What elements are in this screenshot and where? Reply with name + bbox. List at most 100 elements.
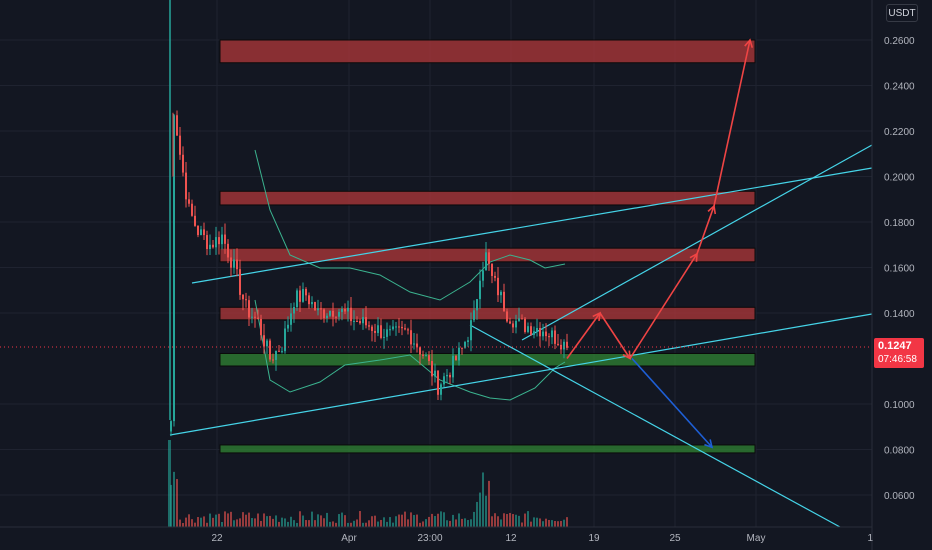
volume-bar <box>275 515 277 527</box>
candlesticks <box>169 0 568 437</box>
candle-body <box>317 308 319 311</box>
candle-body <box>524 318 526 332</box>
candle-body <box>182 154 184 173</box>
candle-body <box>443 376 445 385</box>
volume-bar <box>224 511 226 527</box>
volume-bar <box>266 516 268 527</box>
volume-bar <box>500 519 502 527</box>
candle-body <box>197 225 199 236</box>
volume-bar <box>179 519 181 527</box>
candle-body <box>422 354 424 356</box>
volume-bar <box>173 471 175 527</box>
currency-unit-badge[interactable]: USDT <box>886 4 918 22</box>
candle-body <box>389 329 391 331</box>
volume-bar <box>530 521 532 527</box>
volume-bar <box>254 518 256 527</box>
candle-body <box>407 329 409 331</box>
volume-bar <box>476 501 478 527</box>
volume-bar <box>194 522 196 527</box>
candle-body <box>284 328 286 352</box>
volume-bar <box>200 517 202 527</box>
last-price-tag: 0.1247 07:46:58 <box>874 338 924 368</box>
volume-bar <box>524 513 526 527</box>
volume-bar <box>302 515 304 527</box>
volume-bar <box>191 519 193 527</box>
volume-bar <box>362 522 364 527</box>
last-price-value: 0.1247 <box>878 340 912 352</box>
volume-bar <box>443 512 445 527</box>
candle-body <box>485 252 487 271</box>
volume-bar <box>296 522 298 527</box>
candle-body <box>461 347 463 349</box>
candle-body <box>203 229 205 236</box>
volume-bar <box>311 511 313 527</box>
candle-body <box>248 300 250 318</box>
volume-bar <box>185 517 187 527</box>
candle-body <box>521 318 523 320</box>
candle-body <box>194 215 196 226</box>
candle-body <box>266 340 268 347</box>
candle-body <box>452 355 454 378</box>
trendline <box>521 144 873 341</box>
x-tick-label: 19 <box>588 533 600 544</box>
volume-bar <box>380 519 382 527</box>
candle-body <box>392 326 394 330</box>
candle-body <box>323 309 325 319</box>
volume-bar <box>479 492 481 527</box>
candle-body <box>404 328 406 330</box>
price-axis[interactable] <box>872 0 932 550</box>
volume-bar <box>320 515 322 527</box>
candle-body <box>365 317 367 326</box>
y-tick-label: 0.2200 <box>884 127 915 138</box>
volume-bar <box>428 516 430 527</box>
volume-bar <box>392 522 394 527</box>
volume-bar <box>350 522 352 527</box>
volume-bar <box>230 511 232 527</box>
candle-body <box>401 326 403 329</box>
candle-body <box>497 277 499 296</box>
volume-bar <box>485 495 487 527</box>
candle-body <box>305 288 307 296</box>
candle-body <box>428 355 430 362</box>
projection-up-arrow <box>713 39 751 207</box>
candle-body <box>500 291 502 296</box>
volume-bar <box>168 440 171 527</box>
volume-bar <box>515 514 517 527</box>
candle-body <box>470 320 472 341</box>
candle-body <box>287 324 289 329</box>
volume-bar <box>176 479 178 527</box>
candle-body <box>254 316 256 318</box>
candle-body <box>419 347 421 355</box>
volume-bar <box>398 514 400 527</box>
volume-bar <box>245 514 247 527</box>
volume-bar <box>458 513 460 527</box>
candle-body <box>380 325 382 338</box>
y-tick-label: 0.2600 <box>884 36 915 47</box>
volume-bar <box>329 521 331 527</box>
volume-bar <box>305 520 307 527</box>
volume-bar <box>536 517 538 527</box>
candle-body <box>542 331 544 337</box>
x-tick-label: 25 <box>669 533 681 544</box>
candle-body <box>275 350 277 360</box>
lower-band <box>254 299 566 401</box>
candle-body <box>560 344 562 350</box>
volume-bar <box>533 517 535 527</box>
volume-bar <box>467 520 469 527</box>
volume-bar <box>371 516 373 527</box>
candle-body <box>455 355 457 361</box>
volume-bar <box>221 521 223 527</box>
volume-bar <box>404 511 406 527</box>
candle-body <box>536 328 538 332</box>
candle-body <box>395 326 397 328</box>
resistance-zone <box>219 39 756 64</box>
volume-bar <box>425 519 427 527</box>
volume-bar <box>368 520 370 527</box>
candle-body <box>293 307 295 314</box>
candle-body <box>416 343 418 348</box>
volume-bar <box>353 520 355 527</box>
candle-body <box>566 341 568 348</box>
y-tick-label: 0.2400 <box>884 82 915 93</box>
volume-bar <box>212 517 214 527</box>
